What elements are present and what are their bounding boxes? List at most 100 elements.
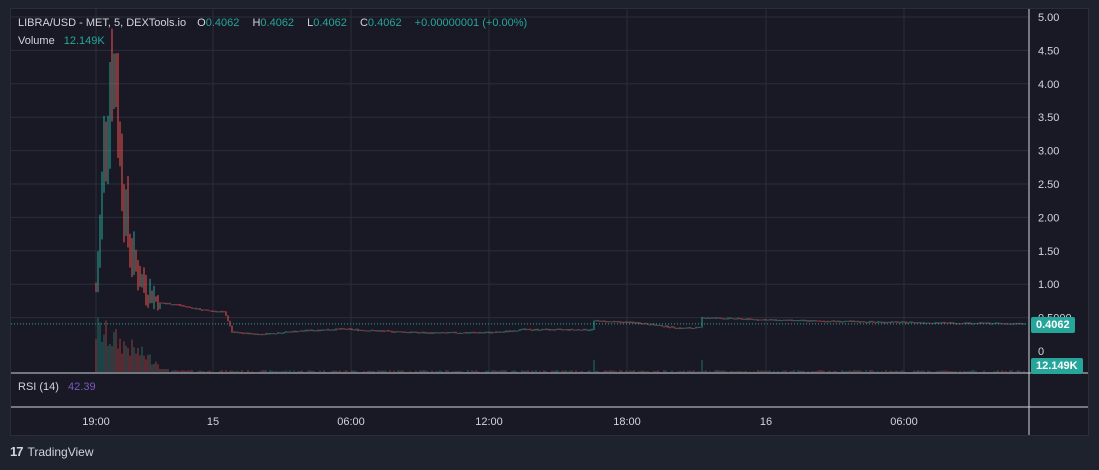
- candle-body: [659, 324, 661, 326]
- candle-body: [481, 332, 483, 334]
- candle-body: [943, 322, 945, 324]
- volume-bar: [759, 370, 761, 372]
- volume-bar: [337, 371, 339, 372]
- candle-body: [383, 330, 385, 332]
- candle-body: [555, 329, 557, 331]
- candle-body: [433, 332, 435, 334]
- volume-bar: [575, 370, 577, 372]
- volume-bar: [121, 353, 123, 372]
- volume-bar: [739, 371, 741, 372]
- volume-bar: [105, 320, 107, 372]
- candle-body: [137, 267, 139, 283]
- candle-body: [429, 332, 431, 334]
- candle-body: [901, 321, 903, 323]
- volume-bar: [459, 370, 461, 372]
- volume-bar: [225, 370, 227, 372]
- volume-bar: [539, 370, 541, 372]
- candle-body: [123, 199, 125, 228]
- volume-bar: [705, 370, 707, 372]
- candle-body: [121, 143, 123, 200]
- candle-body: [581, 329, 583, 331]
- volume-bar: [171, 370, 173, 372]
- candle-body: [263, 334, 265, 336]
- candle-body: [129, 239, 131, 257]
- volume-bar: [843, 371, 845, 372]
- candle-body: [545, 329, 547, 331]
- volume-bar: [347, 371, 349, 372]
- candle-body: [221, 311, 223, 313]
- candle-body: [795, 320, 797, 322]
- volume-bar: [971, 370, 973, 372]
- volume-bar: [259, 371, 261, 372]
- candle-body: [451, 332, 453, 334]
- volume-bar: [271, 370, 273, 372]
- volume-bar: [959, 370, 961, 372]
- x-tick-label: 15: [207, 416, 219, 428]
- candle-body: [845, 320, 847, 322]
- candle-body: [785, 319, 787, 321]
- volume-bar: [753, 371, 755, 372]
- candle-body: [349, 328, 351, 330]
- candle-body: [303, 330, 305, 332]
- symbol-label[interactable]: LIBRA/USD - MET, 5, DEXTools.io: [18, 17, 187, 29]
- candle-body: [615, 321, 617, 323]
- candle-body: [627, 321, 629, 323]
- candle-body: [535, 329, 537, 331]
- volume-bar: [199, 370, 201, 372]
- volume-bar: [607, 371, 609, 372]
- volume-bar: [135, 353, 137, 372]
- rsi-label[interactable]: RSI (14): [18, 381, 59, 393]
- candle-body: [553, 329, 555, 331]
- candle-body: [595, 320, 597, 322]
- candle-body: [273, 333, 275, 335]
- tradingview-logo-icon: 17: [10, 444, 24, 459]
- volume-bar: [143, 355, 145, 372]
- volume-bar: [505, 370, 507, 372]
- volume-bar: [943, 370, 945, 372]
- candle-body: [475, 332, 477, 334]
- volume-bar: [123, 341, 125, 372]
- candle-body: [307, 330, 309, 332]
- footer-brand[interactable]: 17 TradingView: [10, 444, 94, 459]
- candle-body: [367, 330, 369, 332]
- volume-bar: [777, 370, 779, 372]
- y-tick-label: 5.00: [1038, 12, 1059, 24]
- volume-bar: [865, 370, 867, 372]
- volume-bar: [847, 371, 849, 372]
- candle-body: [463, 332, 465, 334]
- volume-bar: [693, 370, 695, 372]
- candle-body: [737, 318, 739, 320]
- candle-body: [355, 329, 357, 331]
- volume-bar: [261, 370, 263, 372]
- candle-body: [513, 330, 515, 332]
- volume-bar: [273, 371, 275, 372]
- volume-bar: [869, 370, 871, 372]
- volume-bar: [631, 370, 633, 372]
- candle-body: [639, 322, 641, 324]
- volume-label[interactable]: Volume: [18, 35, 55, 47]
- candle-body: [875, 321, 877, 323]
- volume-bar: [859, 370, 861, 372]
- candle-body: [425, 332, 427, 334]
- volume-bar: [677, 371, 679, 372]
- candle-body: [427, 332, 429, 334]
- volume-bar: [637, 371, 639, 372]
- candle-body: [911, 322, 913, 324]
- candle-body: [211, 310, 213, 312]
- candle-body: [635, 322, 637, 324]
- candle-body: [277, 332, 279, 334]
- volume-bar: [861, 371, 863, 372]
- volume-bar: [723, 370, 725, 372]
- volume-bar: [1015, 371, 1017, 372]
- candle-body: [181, 305, 183, 307]
- candle-body: [421, 332, 423, 334]
- candle-body: [611, 321, 613, 323]
- candle-body: [423, 332, 425, 334]
- candle-body: [365, 330, 367, 332]
- candle-body: [687, 327, 689, 329]
- volume-bar: [793, 370, 795, 372]
- volume-bar: [139, 355, 141, 372]
- candle-body: [239, 332, 241, 334]
- candle-body: [175, 304, 177, 306]
